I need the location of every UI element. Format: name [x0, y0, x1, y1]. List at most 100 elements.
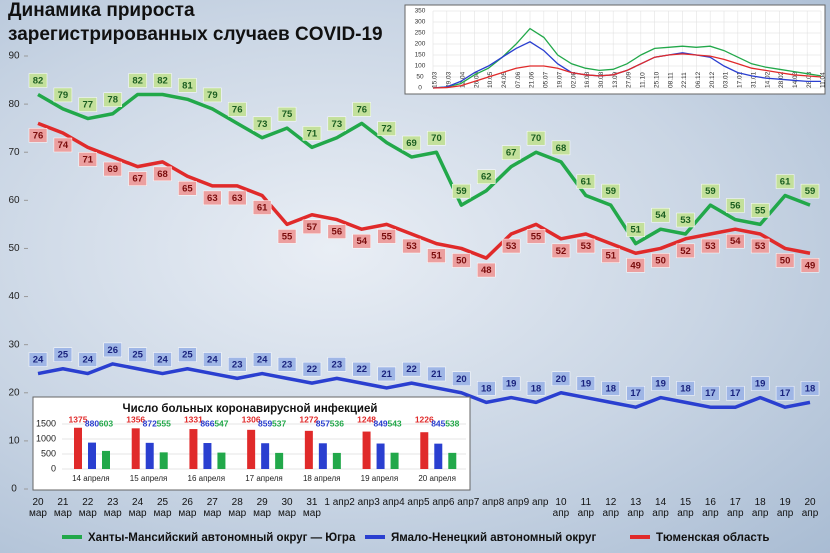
value-label: 73 [257, 119, 268, 130]
value-label: 19 [506, 379, 517, 390]
series-line [432, 53, 822, 89]
bar [304, 430, 313, 469]
y-tick-label: 1000 [36, 433, 56, 443]
value-label-box [277, 106, 297, 122]
bar [159, 452, 168, 469]
x-tick-label: 24.05 [501, 71, 508, 88]
value-label-box [327, 224, 347, 239]
value-label: 21 [381, 369, 392, 380]
value-label-box [352, 102, 371, 117]
x-tick-label: 26.04 [473, 71, 480, 88]
x-tick-label: 08.11 [667, 72, 674, 88]
value-label: 543 [387, 418, 401, 428]
value-label-box [327, 357, 347, 372]
value-label-box [153, 73, 172, 88]
value-label-box [302, 361, 322, 377]
value-label: 54 [730, 236, 741, 247]
value-label: 62 [481, 172, 492, 183]
value-label-box [28, 352, 48, 367]
value-label: 1356 [126, 414, 145, 424]
y-tick-label: 80 [8, 99, 20, 110]
value-label: 55 [381, 231, 392, 242]
value-label: 55 [282, 231, 293, 242]
value-label: 24 [157, 355, 168, 366]
x-tick-label: 16.08 [584, 71, 591, 88]
value-label-box [800, 258, 820, 273]
value-label: 82 [33, 76, 44, 87]
x-tick-label: 11.10 [640, 72, 647, 88]
value-label-box [676, 243, 695, 259]
chart-title: зарегистрированных случаев COVID-19 [8, 24, 383, 45]
value-label-box [551, 140, 571, 156]
value-label: 18 [680, 383, 691, 394]
value-label: 82 [157, 76, 168, 87]
value-label-box [676, 381, 695, 396]
bar [131, 428, 140, 469]
y-tick-label: 20 [8, 387, 20, 398]
value-label-box [501, 376, 521, 391]
value-label-box [701, 385, 720, 401]
value-label: 25 [58, 350, 69, 361]
value-label: 63 [207, 193, 218, 204]
value-label: 77 [83, 100, 94, 111]
x-tick-label: 14.03 [792, 71, 799, 88]
value-label: 53 [506, 241, 517, 252]
y-tick-label: 50 [8, 243, 20, 254]
value-label-box [302, 219, 322, 235]
value-label: 52 [556, 246, 567, 257]
value-label: 56 [332, 227, 343, 238]
value-label: 59 [605, 186, 616, 197]
y-tick-label: 500 [41, 448, 56, 458]
x-tick-label: 26 мар [178, 497, 197, 519]
value-label-box [651, 253, 670, 268]
value-label-box [377, 121, 396, 136]
value-label: 55 [531, 231, 542, 242]
value-label-box [277, 229, 297, 244]
value-label: 22 [406, 364, 417, 375]
value-label: 70 [531, 133, 542, 144]
legend-label: Тюменская область [656, 532, 769, 544]
value-label: 537 [272, 418, 286, 428]
value-label: 54 [655, 210, 666, 221]
value-label: 54 [356, 236, 367, 247]
value-label: 20 [456, 374, 467, 385]
value-label: 82 [132, 76, 143, 87]
value-label: 19 [755, 379, 766, 390]
x-tick-label: 18 апр [751, 497, 769, 519]
x-tick-label: 19 апр [776, 497, 794, 519]
value-label-box [775, 174, 795, 189]
value-label-box [203, 87, 222, 103]
value-label-box [153, 352, 172, 367]
x-tick-label: 27 мар [203, 497, 222, 519]
bar [74, 427, 82, 469]
value-label: 48 [481, 265, 492, 276]
value-label: 76 [356, 104, 367, 115]
value-label: 50 [655, 255, 666, 266]
value-label-box [277, 357, 297, 372]
value-label: 18 [481, 383, 492, 394]
value-label-box [651, 376, 670, 391]
value-label-box [252, 116, 272, 132]
x-tick-label: 20 мар [29, 497, 47, 519]
value-label: 51 [431, 251, 442, 262]
value-label: 23 [232, 359, 243, 370]
value-label-box [501, 145, 521, 160]
value-label: 75 [282, 109, 293, 120]
value-label-box [701, 238, 720, 254]
value-label: 25 [182, 350, 193, 361]
value-label-box [750, 376, 770, 391]
value-label-box [227, 357, 247, 372]
x-tick-label: 3 апр [374, 497, 400, 508]
value-label-box [800, 183, 820, 199]
x-tick-label: 2 апр [349, 497, 375, 508]
bar [247, 429, 256, 469]
x-tick-label: 13 апр [627, 497, 644, 519]
value-label: 555 [157, 418, 171, 428]
x-tick-label: 10 апр [552, 497, 570, 519]
value-label: 1375 [69, 414, 88, 424]
value-label: 547 [214, 418, 228, 428]
x-tick-label: 20.12 [709, 71, 716, 88]
value-label: 67 [132, 174, 143, 185]
